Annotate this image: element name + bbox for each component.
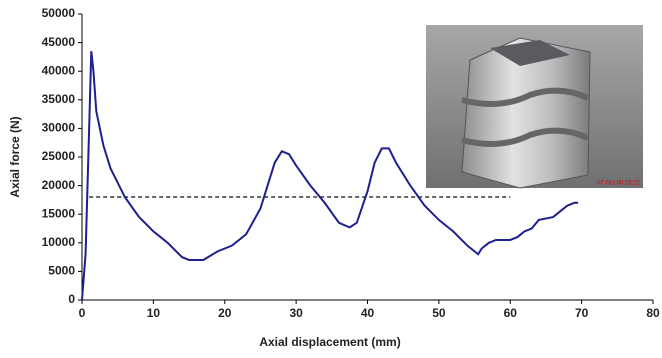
x-tick-label: 20 — [218, 306, 232, 320]
y-tick-label: 25000 — [42, 149, 76, 163]
photo-timestamp: 07.Oct.08 23:22 — [597, 181, 640, 187]
y-tick-label: 35000 — [42, 92, 76, 106]
x-tick-label: 40 — [361, 306, 375, 320]
x-tick-label: 50 — [432, 306, 446, 320]
y-tick-label: 20000 — [42, 178, 76, 192]
x-tick-label: 30 — [289, 306, 303, 320]
x-tick-label: 60 — [504, 306, 518, 320]
x-tick-label: 70 — [575, 306, 589, 320]
data-line — [81, 51, 579, 301]
inset-photo: 07.Oct.08 23:22 — [426, 25, 643, 189]
y-tick-label: 50000 — [42, 6, 76, 20]
y-tick-label: 10000 — [42, 235, 76, 249]
y-axis-label: Axial force (N) — [8, 116, 22, 197]
x-tick-label: 0 — [79, 306, 86, 320]
y-tick-label: 45000 — [42, 35, 76, 49]
y-tick-label: 40000 — [42, 63, 76, 77]
x-tick-label: 80 — [646, 306, 660, 320]
y-tick-label: 0 — [68, 292, 75, 306]
y-tick-label: 15000 — [42, 206, 76, 220]
y-tick-label: 5000 — [48, 264, 75, 278]
y-tick-label: 30000 — [42, 121, 76, 135]
x-axis-label: Axial displacement (mm) — [259, 335, 400, 349]
x-tick-label: 10 — [147, 306, 161, 320]
